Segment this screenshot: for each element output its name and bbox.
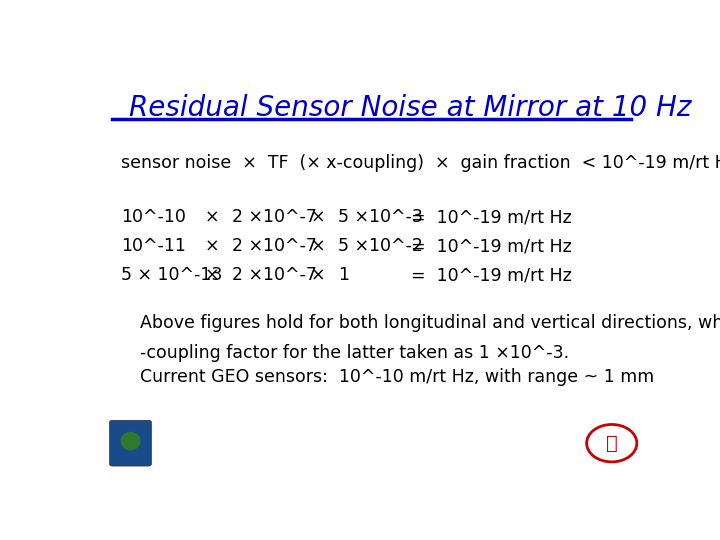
Text: =  10^-19 m/rt Hz: = 10^-19 m/rt Hz — [411, 208, 572, 226]
Text: Current GEO sensors:  10^-10 m/rt Hz, with range ~ 1 mm: Current GEO sensors: 10^-10 m/rt Hz, wit… — [140, 368, 654, 386]
Text: Residual Sensor Noise at Mirror at 10 Hz: Residual Sensor Noise at Mirror at 10 Hz — [129, 94, 691, 122]
Text: 🌲: 🌲 — [606, 434, 618, 453]
Text: ×: × — [204, 208, 219, 226]
FancyBboxPatch shape — [109, 420, 151, 466]
Text: ×: × — [310, 266, 325, 285]
Text: 5 × 10^-13: 5 × 10^-13 — [121, 266, 222, 285]
Text: ×: × — [204, 266, 219, 285]
Text: 2 ×10^-7: 2 ×10^-7 — [233, 238, 318, 255]
Text: 5 ×10^-2: 5 ×10^-2 — [338, 238, 423, 255]
Text: ×: × — [204, 238, 219, 255]
Text: sensor noise  ×  TF  (× x-coupling)  ×  gain fraction  < 10^-19 m/rt Hz: sensor noise × TF (× x-coupling) × gain … — [121, 154, 720, 172]
Text: =  10^-19 m/rt Hz: = 10^-19 m/rt Hz — [411, 238, 572, 255]
Text: 5 ×10^-3: 5 ×10^-3 — [338, 208, 423, 226]
Text: ×: × — [310, 208, 325, 226]
Text: 1: 1 — [338, 266, 349, 285]
Text: =  10^-19 m/rt Hz: = 10^-19 m/rt Hz — [411, 266, 572, 285]
Text: Above figures hold for both longitudinal and vertical directions, where x: Above figures hold for both longitudinal… — [140, 314, 720, 332]
Text: ×: × — [310, 238, 325, 255]
Text: -coupling factor for the latter taken as 1 ×10^-3.: -coupling factor for the latter taken as… — [140, 344, 570, 362]
Text: 10^-10: 10^-10 — [121, 208, 186, 226]
Ellipse shape — [120, 432, 140, 450]
Text: 2 ×10^-7: 2 ×10^-7 — [233, 208, 318, 226]
Text: 2 ×10^-7: 2 ×10^-7 — [233, 266, 318, 285]
Text: 10^-11: 10^-11 — [121, 238, 186, 255]
Circle shape — [587, 424, 637, 462]
